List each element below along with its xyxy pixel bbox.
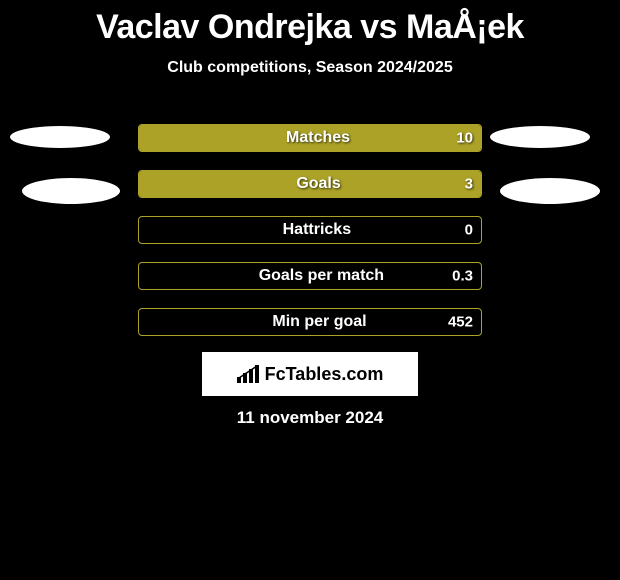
stat-label: Hattricks — [283, 221, 351, 239]
avatar-shape — [500, 178, 600, 204]
stat-value: 3 — [465, 176, 473, 193]
stat-value: 452 — [448, 314, 473, 331]
stat-row: Min per goal 452 — [138, 308, 482, 336]
bars-icon — [237, 365, 259, 383]
stat-label: Goals per match — [259, 267, 384, 285]
stat-label: Goals — [296, 175, 340, 193]
stat-value: 0.3 — [452, 268, 473, 285]
page-title: Vaclav Ondrejka vs MaÅ¡ek — [0, 0, 620, 47]
stats-list: Matches 10 Goals 3 Hattricks 0 Goals per match… — [138, 124, 482, 354]
stat-label: Matches — [286, 129, 350, 147]
stat-row: Hattricks 0 — [138, 216, 482, 244]
stat-row: Goals 3 — [138, 170, 482, 198]
branding-text: FcTables.com — [265, 364, 384, 385]
stat-value: 0 — [465, 222, 473, 239]
date-text: 11 november 2024 — [0, 408, 620, 428]
stat-row: Goals per match 0.3 — [138, 262, 482, 290]
stat-row: Matches 10 — [138, 124, 482, 152]
stat-value: 10 — [456, 130, 473, 147]
avatar-shape — [22, 178, 120, 204]
branding-badge: FcTables.com — [202, 352, 418, 396]
subtitle: Club competitions, Season 2024/2025 — [0, 59, 620, 77]
stat-label: Min per goal — [272, 313, 366, 331]
avatar-shape — [490, 126, 590, 148]
comparison-infographic: Vaclav Ondrejka vs MaÅ¡ek Club competiti… — [0, 0, 620, 580]
avatar-shape — [10, 126, 110, 148]
